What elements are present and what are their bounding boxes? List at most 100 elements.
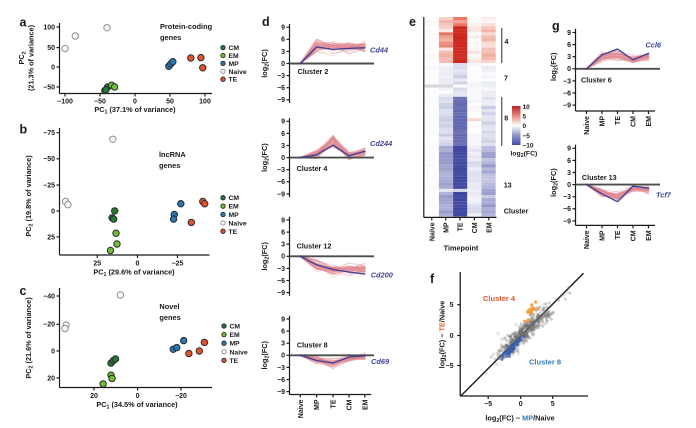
svg-text:log2(FC): log2(FC) (260, 340, 271, 369)
svg-text:−100: −100 (57, 99, 73, 106)
svg-text:EM: EM (646, 230, 653, 241)
svg-text:−3: −3 (277, 266, 285, 273)
svg-text:Cluster 4: Cluster 4 (483, 294, 516, 303)
svg-text:−20: −20 (43, 322, 55, 329)
svg-text:Cluster: Cluster (504, 207, 529, 216)
svg-text:−50: −50 (94, 99, 106, 106)
svg-text:−3: −3 (277, 365, 285, 372)
svg-text:9: 9 (567, 30, 571, 37)
svg-text:5: 5 (523, 114, 527, 121)
svg-text:Ccl6: Ccl6 (645, 41, 662, 50)
svg-text:Cluster 2: Cluster 2 (298, 67, 329, 76)
svg-text:Naive: Naive (230, 349, 248, 356)
svg-text:log2(FC) − TE/Naive: log2(FC) − TE/Naive (438, 301, 449, 369)
svg-text:genes: genes (159, 161, 180, 170)
svg-text:100: 100 (199, 99, 211, 106)
svg-text:EM: EM (362, 399, 369, 410)
svg-text:9: 9 (281, 217, 285, 224)
svg-text:EM: EM (229, 204, 240, 211)
svg-text:EM: EM (229, 53, 240, 60)
svg-text:TE: TE (615, 116, 622, 125)
svg-text:−6: −6 (563, 206, 571, 213)
svg-text:TE: TE (229, 229, 238, 236)
svg-text:0: 0 (136, 261, 140, 268)
svg-text:20: 20 (90, 393, 98, 400)
svg-text:50: 50 (166, 99, 174, 106)
svg-text:CM: CM (347, 399, 354, 410)
svg-text:0: 0 (523, 123, 527, 130)
svg-text:0: 0 (281, 155, 285, 162)
svg-text:0: 0 (281, 254, 285, 261)
svg-text:−10: −10 (523, 143, 534, 150)
svg-text:6: 6 (281, 230, 285, 237)
svg-text:Cd44: Cd44 (370, 46, 388, 55)
svg-text:Naive: Naive (298, 399, 305, 418)
svg-text:9: 9 (281, 119, 285, 126)
svg-text:0: 0 (136, 393, 140, 400)
svg-text:g: g (552, 19, 560, 33)
svg-text:Cluster 13: Cluster 13 (582, 173, 617, 182)
svg-text:−3: −3 (277, 73, 285, 80)
svg-text:Tcf7: Tcf7 (656, 191, 672, 200)
svg-text:MP: MP (314, 399, 321, 410)
svg-text:−9: −9 (277, 97, 285, 104)
svg-text:PC1 (29.6% of variance): PC1 (29.6% of variance) (93, 268, 175, 279)
svg-text:6: 6 (567, 42, 571, 49)
svg-text:Timepoint: Timepoint (444, 244, 479, 253)
svg-text:CM: CM (229, 45, 240, 52)
svg-text:3: 3 (281, 341, 285, 348)
svg-text:13: 13 (504, 180, 512, 189)
svg-text:EM: EM (486, 222, 493, 233)
svg-text:0: 0 (133, 99, 137, 106)
svg-text:100: 100 (43, 24, 55, 31)
svg-text:EM: EM (230, 332, 241, 339)
svg-text:MP: MP (229, 212, 240, 219)
svg-text:0: 0 (51, 64, 55, 71)
svg-text:0: 0 (281, 353, 285, 360)
svg-text:genes: genes (159, 313, 180, 322)
svg-text:PC2 (21.6% of variance): PC2 (21.6% of variance) (24, 297, 35, 379)
svg-text:log2(FC): log2(FC) (549, 168, 560, 197)
svg-text:b: b (20, 123, 28, 137)
svg-text:−9: −9 (563, 103, 571, 110)
svg-text:0: 0 (567, 66, 571, 73)
svg-text:d: d (262, 15, 270, 29)
svg-text:Naive: Naive (229, 69, 247, 76)
svg-text:3: 3 (281, 242, 285, 249)
svg-text:Cluster 8: Cluster 8 (529, 358, 561, 367)
svg-text:PC1 (37.1% of variance): PC1 (37.1% of variance) (94, 105, 176, 116)
svg-text:7: 7 (504, 74, 508, 83)
svg-text:−3: −3 (563, 78, 571, 85)
svg-text:6: 6 (281, 37, 285, 44)
svg-text:EM: EM (646, 116, 653, 127)
svg-text:25: 25 (47, 234, 55, 241)
svg-text:Cluster 12: Cluster 12 (297, 242, 332, 251)
svg-text:Cd244: Cd244 (370, 139, 392, 148)
svg-text:(21.3% of variance): (21.3% of variance) (27, 24, 36, 91)
svg-text:−6: −6 (277, 377, 285, 384)
svg-text:6: 6 (281, 131, 285, 138)
svg-text:−9: −9 (277, 290, 285, 297)
svg-text:TE: TE (229, 77, 238, 84)
svg-text:Cluster 6: Cluster 6 (581, 75, 612, 84)
svg-text:PC2 (19.8% of variance): PC2 (19.8% of variance) (24, 155, 35, 237)
svg-text:Naive: Naive (229, 220, 247, 227)
svg-text:−9: −9 (277, 389, 285, 396)
svg-text:Cd200: Cd200 (371, 271, 394, 280)
svg-text:9: 9 (281, 316, 285, 323)
svg-text:0: 0 (519, 401, 523, 408)
svg-text:25: 25 (93, 261, 101, 268)
svg-text:log2(FC): log2(FC) (511, 151, 538, 160)
svg-text:genes: genes (160, 33, 181, 42)
svg-text:−9: −9 (563, 218, 571, 225)
svg-text:9: 9 (281, 25, 285, 32)
svg-text:PC1 (34.5% of variance): PC1 (34.5% of variance) (96, 400, 178, 411)
svg-text:0: 0 (281, 61, 285, 68)
svg-text:−5: −5 (523, 133, 531, 140)
svg-text:Naive: Naive (584, 230, 591, 249)
svg-text:log2(FC): log2(FC) (260, 241, 271, 270)
svg-text:−5: −5 (484, 401, 492, 408)
svg-text:3: 3 (281, 143, 285, 150)
svg-text:log2(FC): log2(FC) (260, 49, 271, 78)
svg-text:0: 0 (51, 348, 55, 355)
